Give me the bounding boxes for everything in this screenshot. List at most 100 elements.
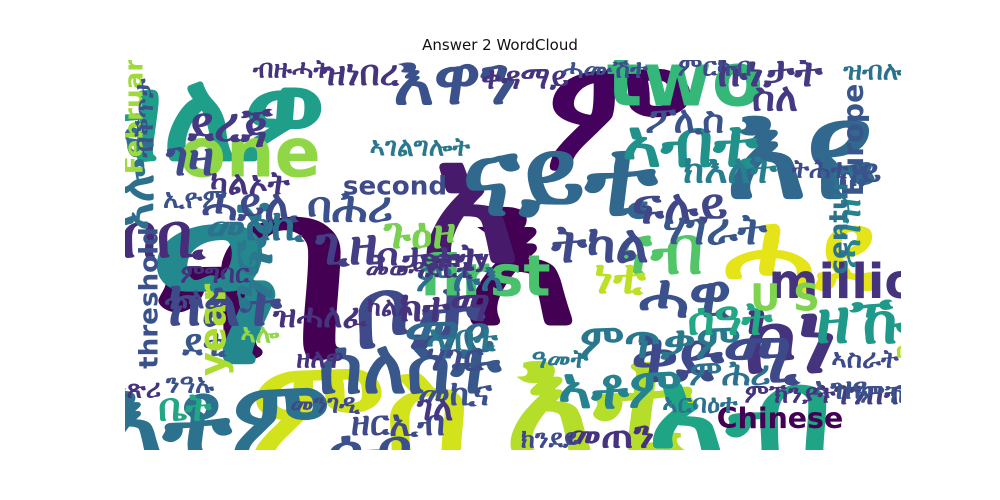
wordcloud-word: ሓደ	[724, 188, 877, 318]
wordcloud-word: ሰባት	[896, 335, 944, 365]
wordcloud-word: ሰብ	[328, 416, 413, 487]
wordcloud-word: ናብ	[617, 212, 703, 289]
wordcloud-word: ፍሉይ	[632, 179, 728, 235]
wordcloud-word: ገለ	[416, 389, 453, 429]
wordcloud-word: መጠን	[566, 413, 655, 458]
wordcloud-word: ምሉእ	[416, 256, 504, 301]
wordcloud-word: ምርካብ	[678, 53, 752, 83]
wordcloud-word: ክልተ	[168, 269, 282, 340]
wordcloud-word: ዘለዋ	[296, 345, 344, 375]
wordcloud-word: መሰኪ	[206, 201, 305, 251]
wordcloud-word: U S	[750, 277, 820, 320]
wordcloud-word: ንፍሪ	[216, 201, 287, 311]
wordcloud-word: ባሕሪ	[307, 183, 393, 233]
wordcloud-word: ክተማ	[400, 283, 490, 331]
wordcloud-word: ዝነበረ	[320, 54, 400, 94]
wordcloud-word: እቲ	[505, 314, 695, 487]
wordcloud-word: early	[421, 245, 490, 273]
wordcloud-word: million	[769, 254, 952, 310]
wordcloud-word: Europe	[837, 84, 870, 197]
wordcloud-word: first	[419, 244, 550, 310]
wordcloud-word: ትካል	[550, 214, 648, 275]
wordcloud-word: ምኽሪ	[861, 380, 920, 410]
wordcloud-word: ኣሎ	[240, 320, 279, 350]
wordcloud-word: ዘኹ	[816, 284, 910, 358]
wordcloud-word: ካልኦት	[210, 164, 291, 202]
wordcloud-word: መኪና	[418, 374, 492, 414]
wordcloud-word: እዩ	[726, 72, 875, 229]
wordcloud-word: ሃገራት	[663, 205, 768, 255]
wordcloud-word: ም	[546, 22, 694, 206]
wordcloud-word: ቦታ	[355, 257, 485, 371]
wordcloud-word: ካልእ	[367, 293, 413, 323]
wordcloud-word: Chinese	[717, 402, 843, 435]
wordcloud-word: ቤት	[158, 386, 212, 431]
wordcloud-word: ጉዕዞ	[383, 209, 457, 259]
wordcloud-word: ኣገልግሎት	[370, 133, 471, 163]
wordcloud-word: ኩነታት	[717, 48, 822, 96]
wordcloud-word: ንዓኡ	[165, 370, 215, 400]
wordcloud-word: ነቲ	[594, 249, 646, 305]
wordcloud-word: ዘርኢብ	[351, 404, 445, 444]
wordcloud-word: ቁጽሪ	[109, 375, 161, 405]
wordcloud-word: ሃገር	[426, 337, 485, 380]
wordcloud-word: እዋን	[393, 42, 516, 121]
wordcloud-word: ኢዮም	[163, 185, 227, 215]
wordcloud-word: ምሕሪ	[689, 354, 770, 394]
wordcloud-word: መወዳድርቲ	[366, 255, 475, 285]
wordcloud-word: ምጥቃም	[579, 314, 740, 370]
wordcloud-word: ሓገዝ	[829, 198, 869, 267]
wordcloud-word: እ	[463, 146, 577, 369]
wordcloud-word: ኣቶም	[558, 356, 682, 422]
wordcloud-word: ዓመት	[532, 345, 589, 375]
wordcloud-word: ቅድሚ	[631, 317, 801, 399]
wordcloud-word: ሓሙሽተ	[562, 55, 648, 85]
wordcloud-word: two	[607, 36, 764, 124]
wordcloud-word: ኣርባዕተ	[662, 390, 738, 420]
wordcloud-word: እቶም	[101, 357, 330, 479]
wordcloud-word: threshold	[135, 227, 165, 369]
wordcloud-word: ሰዓት	[688, 292, 774, 346]
wordcloud-word: ገዛ	[165, 131, 214, 187]
wordcloud-word: ትሕቲ	[791, 155, 849, 185]
wordcloud-word: ዝብሎ	[842, 57, 907, 87]
wordcloud-word: ዓ	[149, 154, 281, 414]
wordcloud-word: ሓዊ	[639, 261, 731, 332]
wordcloud-word: ዘይ	[839, 152, 882, 195]
chart-title: Answer 2 WordCloud	[422, 36, 578, 54]
wordcloud-word: ብዙሓት	[252, 55, 332, 85]
wordcloud-word: ክእለት	[683, 148, 777, 193]
wordcloud-word: ክብቢ	[75, 201, 206, 272]
wordcloud-word: one	[179, 115, 321, 194]
wordcloud-word: ፖሊስ	[646, 99, 724, 142]
wordcloud-word: ምግባር	[180, 260, 250, 290]
wordcloud-word: ቦታታት	[376, 236, 484, 281]
wordcloud-word: አ	[421, 105, 520, 301]
wordcloud-word: ብቕጥታ	[130, 78, 160, 159]
wordcloud-word: ምስ	[250, 327, 470, 495]
wordcloud-word: ኣሎዋ	[109, 126, 165, 231]
wordcloud-word: ዝሓለፈ	[272, 297, 368, 335]
wordcloud-word: ሓላፊ	[165, 282, 226, 315]
wordcloud-word: መንገዲ	[290, 390, 360, 420]
wordcloud-word: century	[825, 161, 855, 274]
wordcloud-word: ኣብቲ	[426, 319, 498, 359]
wordcloud-word: ደረጃ	[187, 97, 274, 153]
wordcloud-word: ኣብቲ	[622, 105, 758, 182]
wordcloud-word: ሰለስተ	[319, 323, 503, 411]
wordcloud-word: ምኽንያት	[745, 380, 836, 410]
wordcloud-word: ክንደይ	[521, 425, 579, 455]
wordcloud-word: ብ	[158, 133, 351, 413]
wordcloud-word: ቀዳማይ	[481, 62, 569, 97]
wordcloud-word: ዘለዎ	[95, 43, 326, 190]
wordcloud-word: ስለ	[752, 76, 798, 121]
wordcloud-word: February	[120, 42, 150, 175]
wordcloud-word: ማይ	[405, 306, 495, 372]
wordcloud-word: ኣስራት	[831, 345, 899, 375]
wordcloud-word: ኣዝዩ	[812, 372, 868, 407]
wordcloud-word: ኣብ	[648, 340, 831, 494]
wordcloud-word: ገንዘብ	[833, 374, 910, 412]
wordcloud-word: second	[343, 172, 447, 202]
